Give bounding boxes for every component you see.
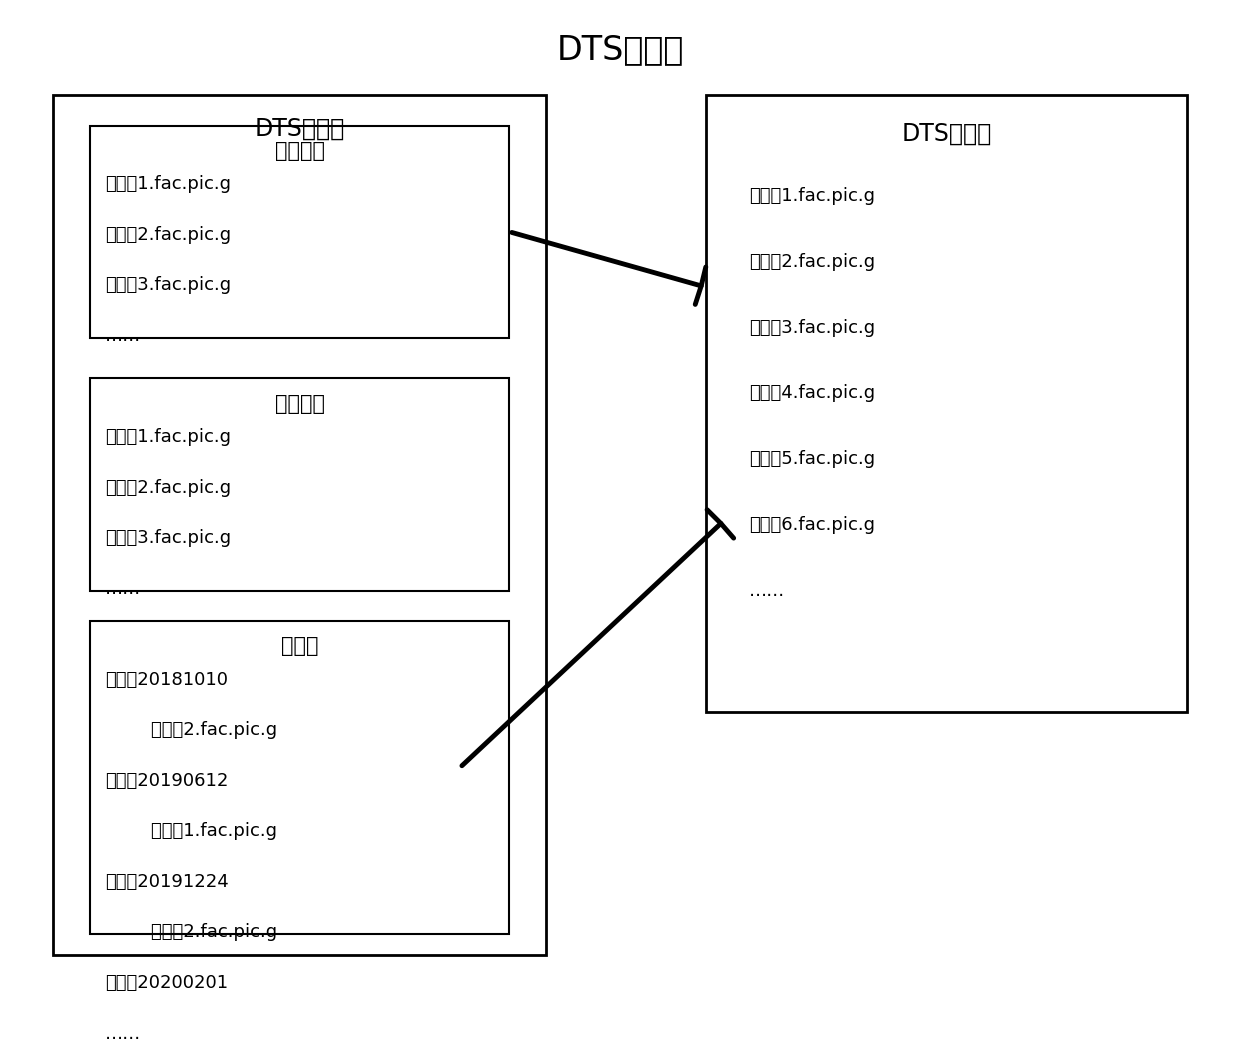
Text: 厂站图2.fac.pic.g: 厂站图2.fac.pic.g: [105, 225, 232, 244]
Text: 当前图库: 当前图库: [275, 393, 325, 414]
Text: ……: ……: [749, 582, 786, 600]
Text: 厂站图1.fac.pic.g: 厂站图1.fac.pic.g: [105, 175, 231, 193]
Text: 厂站图3.fac.pic.g: 厂站图3.fac.pic.g: [105, 529, 232, 548]
Text: ……: ……: [105, 580, 141, 598]
Text: 厂站图1.fac.pic.g: 厂站图1.fac.pic.g: [105, 428, 231, 446]
Text: 厂站图1.fac.pic.g: 厂站图1.fac.pic.g: [749, 188, 875, 205]
Bar: [91, 621, 510, 935]
Text: 基础图库: 基础图库: [275, 141, 325, 161]
Text: 厂站图2.fac.pic.g: 厂站图2.fac.pic.g: [105, 721, 278, 739]
Text: DTS目标库: DTS目标库: [901, 122, 992, 146]
Text: 厂站图2.fac.pic.g: 厂站图2.fac.pic.g: [749, 253, 875, 271]
Text: 厂站图3.fac.pic.g: 厂站图3.fac.pic.g: [749, 319, 875, 337]
Text: 厂站图1.fac.pic.g: 厂站图1.fac.pic.g: [105, 822, 278, 841]
Text: ……: ……: [105, 326, 141, 345]
Text: DTS过程库: DTS过程库: [254, 117, 345, 141]
Text: 文件夹20191224: 文件夹20191224: [105, 873, 229, 891]
Text: 文件夹20190612: 文件夹20190612: [105, 772, 228, 790]
Bar: [91, 125, 510, 338]
Text: 厂站图2.fac.pic.g: 厂站图2.fac.pic.g: [105, 923, 278, 942]
Text: 更新库: 更新库: [281, 636, 319, 656]
Bar: [91, 379, 510, 590]
Text: DTS厂站图: DTS厂站图: [557, 33, 683, 66]
Text: 厂站图4.fac.pic.g: 厂站图4.fac.pic.g: [749, 385, 875, 403]
Bar: [53, 95, 546, 954]
Text: ……: ……: [105, 1024, 141, 1043]
Text: 厂站图6.fac.pic.g: 厂站图6.fac.pic.g: [749, 516, 875, 534]
Text: 文件夹20181010: 文件夹20181010: [105, 671, 228, 688]
Text: 厂站图2.fac.pic.g: 厂站图2.fac.pic.g: [105, 479, 232, 496]
Text: 厂站图5.fac.pic.g: 厂站图5.fac.pic.g: [749, 451, 875, 468]
Bar: [707, 95, 1187, 712]
Text: 文件夹20200201: 文件夹20200201: [105, 974, 228, 992]
Text: 厂站图3.fac.pic.g: 厂站图3.fac.pic.g: [105, 276, 232, 294]
